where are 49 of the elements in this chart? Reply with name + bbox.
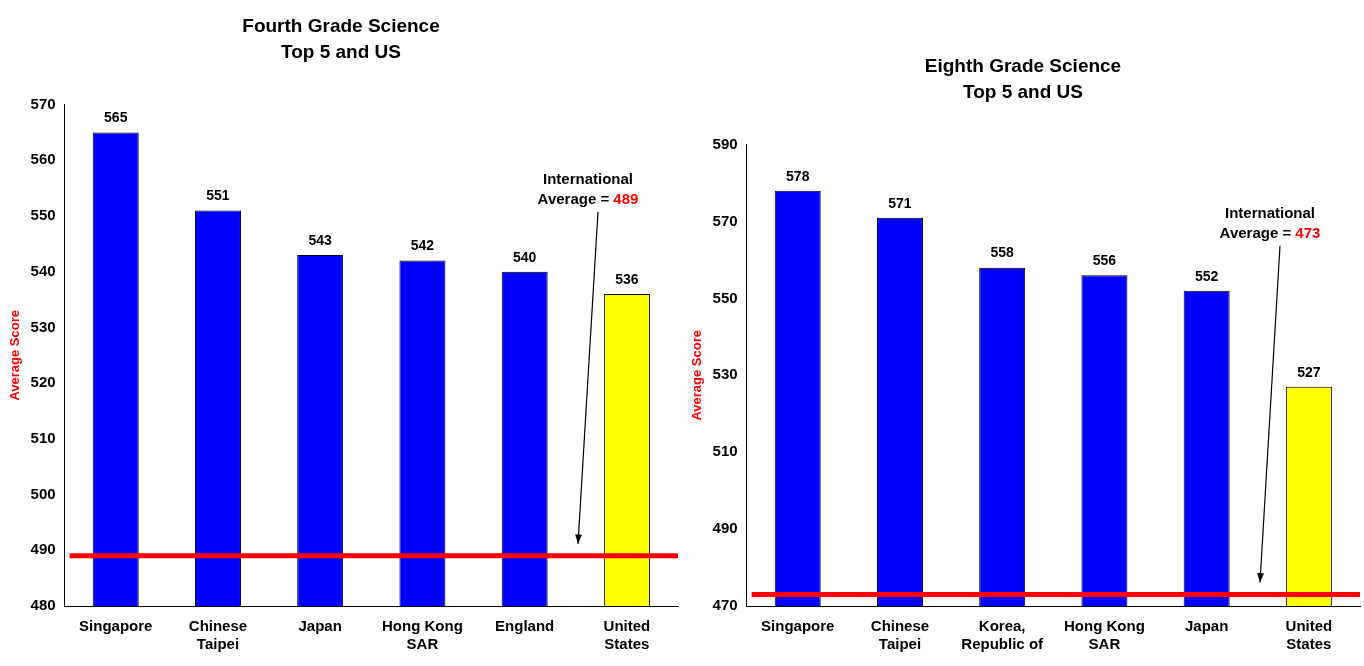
- y-tick-label: 510: [30, 429, 56, 447]
- y-tick-label: 550: [30, 206, 56, 224]
- data-label: 565: [104, 109, 128, 126]
- x-tick-label: Japan: [1184, 617, 1229, 635]
- data-label: 556: [1092, 252, 1117, 269]
- data-label: 551: [206, 187, 230, 204]
- data-label: 578: [786, 167, 810, 184]
- x-tick-label: Singapore: [761, 617, 835, 635]
- chart-subtitle: Top 5 and US: [281, 41, 401, 63]
- y-tick-label: 530: [30, 317, 56, 335]
- data-label: 571: [888, 194, 912, 211]
- annotation: International Average = 473: [1219, 203, 1321, 241]
- y-tick-label: 570: [712, 211, 738, 229]
- x-tick-label: England: [495, 617, 555, 635]
- y-tick-label: 540: [30, 261, 56, 279]
- y-tick-label: 490: [30, 540, 56, 558]
- y-tick-label: 480: [30, 596, 56, 614]
- data-label: 540: [512, 248, 537, 265]
- data-label: 558: [990, 244, 1015, 261]
- data-label: 552: [1194, 267, 1219, 284]
- chart-title: Eighth Grade Science: [924, 54, 1122, 76]
- y-tick-label: 500: [30, 484, 56, 502]
- chart-subtitle: Top 5 and US: [963, 81, 1083, 103]
- y-tick-label: 560: [30, 150, 56, 168]
- data-label: 543: [308, 231, 333, 248]
- x-tick-label: United States: [1285, 617, 1333, 653]
- y-tick-label: 590: [712, 134, 738, 152]
- y-tick-label: 490: [712, 519, 738, 537]
- x-tick-label: Japan: [298, 617, 342, 635]
- x-tick-label: Chinese Taipei: [870, 617, 930, 653]
- y-tick-label: 530: [712, 365, 738, 383]
- y-axis-title: Average Score: [7, 310, 23, 401]
- x-tick-label: United States: [603, 617, 651, 653]
- y-tick-label: 520: [30, 373, 56, 391]
- x-tick-label: Singapore: [79, 617, 153, 635]
- y-tick-label: 570: [30, 94, 56, 112]
- x-tick-label: Hong Kong SAR: [382, 617, 463, 653]
- x-tick-label: Chinese Taipei: [188, 617, 248, 653]
- data-label: 542: [410, 237, 435, 254]
- x-tick-label: Korea, Republic of: [961, 617, 1045, 653]
- y-tick-label: 550: [712, 288, 738, 306]
- annotation: International Average = 489: [537, 169, 639, 207]
- y-tick-label: 510: [712, 442, 738, 460]
- y-tick-label: 470: [712, 596, 738, 614]
- chart-title: Fourth Grade Science: [242, 14, 440, 36]
- x-tick-label: Hong Kong SAR: [1064, 617, 1145, 653]
- y-axis-title: Average Score: [689, 330, 705, 421]
- data-label: 536: [615, 270, 639, 287]
- data-label: 527: [1297, 363, 1321, 380]
